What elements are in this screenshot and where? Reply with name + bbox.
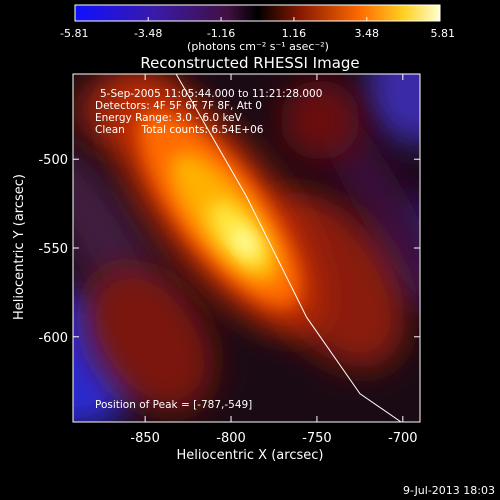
colorbar-gradient [74, 4, 441, 22]
colorbar-tick-label: 3.48 [355, 27, 380, 40]
y-tick-label: -550 [38, 242, 68, 257]
colorbar-tick-label: -5.81 [60, 27, 88, 40]
x-axis-label: Heliocentric X (arcsec) [177, 448, 324, 463]
heatmap-image [73, 74, 420, 422]
colorbar-tick-label: 5.81 [431, 27, 456, 40]
footer-date: 9-Jul-2013 18:03 [403, 484, 495, 497]
info-total-counts: Clean Total counts: 6.54E+06 [95, 124, 264, 136]
info-annotations: 5-Sep-2005 11:05:44.000 to 11:21:28.000 … [95, 88, 322, 411]
x-tick-label: -700 [388, 431, 418, 446]
colorbar-ticks: -5.81 -3.48 -1.16 1.16 3.48 5.81 [60, 17, 455, 40]
solar-limb-line [175, 74, 402, 422]
colorbar-unit-label: (photons cm⁻² s⁻¹ asec⁻²) [187, 40, 329, 53]
colorbar-tick-label: 1.16 [282, 27, 307, 40]
colorbar-tick-label: -3.48 [134, 27, 162, 40]
colorbar: -5.81 -3.48 -1.16 1.16 3.48 5.81 (photons cm⁻… [60, 4, 455, 53]
x-tick-label: -850 [130, 431, 160, 446]
chart-title: Reconstructed RHESSI Image [140, 54, 359, 72]
info-detectors: Detectors: 4F 5F 6F 7F 8F, Att 0 [95, 100, 262, 112]
colorbar-tick-label: -1.16 [207, 27, 235, 40]
y-axis-label: Heliocentric Y (arcsec) [12, 174, 27, 320]
y-axis-ticks: -500 -550 -600 [38, 153, 420, 346]
x-axis-ticks: -850 -800 -750 -700 [130, 74, 418, 446]
info-time-range: 5-Sep-2005 11:05:44.000 to 11:21:28.000 [100, 88, 322, 100]
y-tick-label: -600 [38, 331, 68, 346]
y-tick-label: -500 [38, 153, 68, 168]
peak-position-label: Position of Peak = [-787,-549] [95, 399, 252, 411]
x-tick-label: -750 [302, 431, 332, 446]
x-tick-label: -800 [216, 431, 246, 446]
info-energy-range: Energy Range: 3.0 - 6.0 keV [95, 112, 243, 124]
image-plot-area [72, 73, 421, 423]
